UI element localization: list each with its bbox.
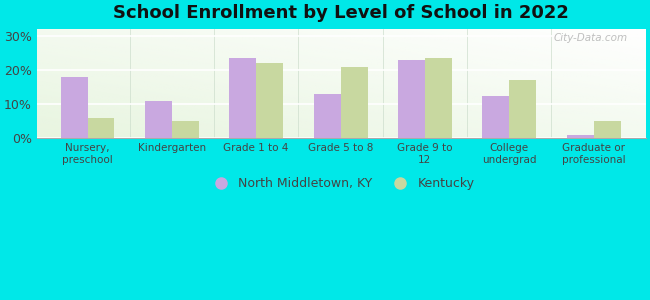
Bar bbox=[482, 96, 509, 138]
Bar bbox=[593, 121, 621, 138]
Legend: North Middletown, KY, Kentucky: North Middletown, KY, Kentucky bbox=[203, 172, 480, 195]
Bar bbox=[88, 118, 114, 138]
Bar bbox=[425, 58, 452, 138]
Bar bbox=[341, 67, 367, 138]
Bar bbox=[593, 121, 621, 138]
Bar bbox=[256, 63, 283, 138]
Bar bbox=[567, 135, 593, 138]
Bar bbox=[172, 121, 199, 138]
Title: School Enrollment by Level of School in 2022: School Enrollment by Level of School in … bbox=[114, 4, 569, 22]
Bar bbox=[60, 77, 88, 138]
Bar bbox=[398, 60, 425, 138]
Bar bbox=[425, 58, 452, 138]
Bar bbox=[229, 58, 256, 138]
Bar bbox=[482, 96, 509, 138]
Bar bbox=[88, 118, 114, 138]
Bar bbox=[229, 58, 256, 138]
Bar bbox=[145, 101, 172, 138]
Bar bbox=[341, 67, 367, 138]
Bar bbox=[509, 80, 536, 138]
Bar bbox=[145, 101, 172, 138]
Bar bbox=[398, 60, 425, 138]
Bar bbox=[509, 80, 536, 138]
Bar bbox=[172, 121, 199, 138]
Text: City-Data.com: City-Data.com bbox=[553, 32, 627, 43]
Bar bbox=[256, 63, 283, 138]
Bar bbox=[313, 94, 341, 138]
Bar bbox=[60, 77, 88, 138]
Bar bbox=[313, 94, 341, 138]
Bar bbox=[567, 135, 593, 138]
